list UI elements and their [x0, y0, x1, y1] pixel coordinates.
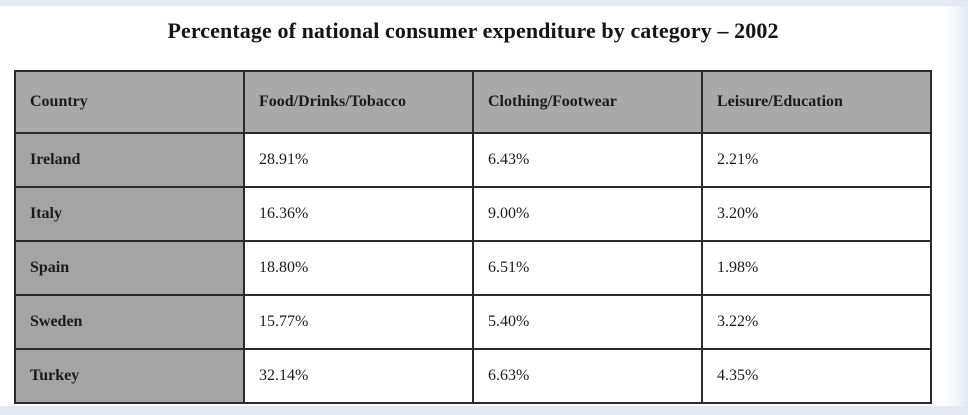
food-drinks-tobacco-value: 18.80%	[243, 240, 474, 296]
food-drinks-tobacco-value: 28.91%	[243, 132, 474, 188]
table-row: Ireland 28.91% 6.43% 2.21%	[14, 132, 932, 188]
table-row: Spain 18.80% 6.51% 1.98%	[14, 240, 932, 296]
header-row: Country Food/Drinks/Tobacco Clothing/Foo…	[14, 70, 932, 134]
table-row: Turkey 32.14% 6.63% 4.35%	[14, 348, 932, 404]
table-row: Sweden 15.77% 5.40% 3.22%	[14, 294, 932, 350]
table-title: Percentage of national consumer expendit…	[167, 18, 779, 43]
leisure-education-value: 4.35%	[701, 348, 932, 404]
country-name: Spain	[14, 240, 245, 296]
header-food-drinks-tobacco: Food/Drinks/Tobacco	[243, 70, 474, 134]
clothing-footwear-value: 5.40%	[472, 294, 703, 350]
table-row: Italy 16.36% 9.00% 3.20%	[14, 186, 932, 242]
document-page: Percentage of national consumer expendit…	[0, 6, 946, 406]
page-edge-shadow	[946, 6, 968, 406]
country-name: Italy	[14, 186, 245, 242]
food-drinks-tobacco-value: 16.36%	[243, 186, 474, 242]
country-name: Turkey	[14, 348, 245, 404]
country-name: Sweden	[14, 294, 245, 350]
header-clothing-footwear: Clothing/Footwear	[472, 70, 703, 134]
clothing-footwear-value: 6.63%	[472, 348, 703, 404]
leisure-education-value: 3.22%	[701, 294, 932, 350]
leisure-education-value: 1.98%	[701, 240, 932, 296]
header-country: Country	[14, 70, 245, 134]
header-leisure-education: Leisure/Education	[701, 70, 932, 134]
leisure-education-value: 2.21%	[701, 132, 932, 188]
food-drinks-tobacco-value: 15.77%	[243, 294, 474, 350]
leisure-education-value: 3.20%	[701, 186, 932, 242]
clothing-footwear-value: 6.43%	[472, 132, 703, 188]
clothing-footwear-value: 9.00%	[472, 186, 703, 242]
country-name: Ireland	[14, 132, 245, 188]
expenditure-table: Country Food/Drinks/Tobacco Clothing/Foo…	[14, 70, 932, 404]
food-drinks-tobacco-value: 32.14%	[243, 348, 474, 404]
clothing-footwear-value: 6.51%	[472, 240, 703, 296]
